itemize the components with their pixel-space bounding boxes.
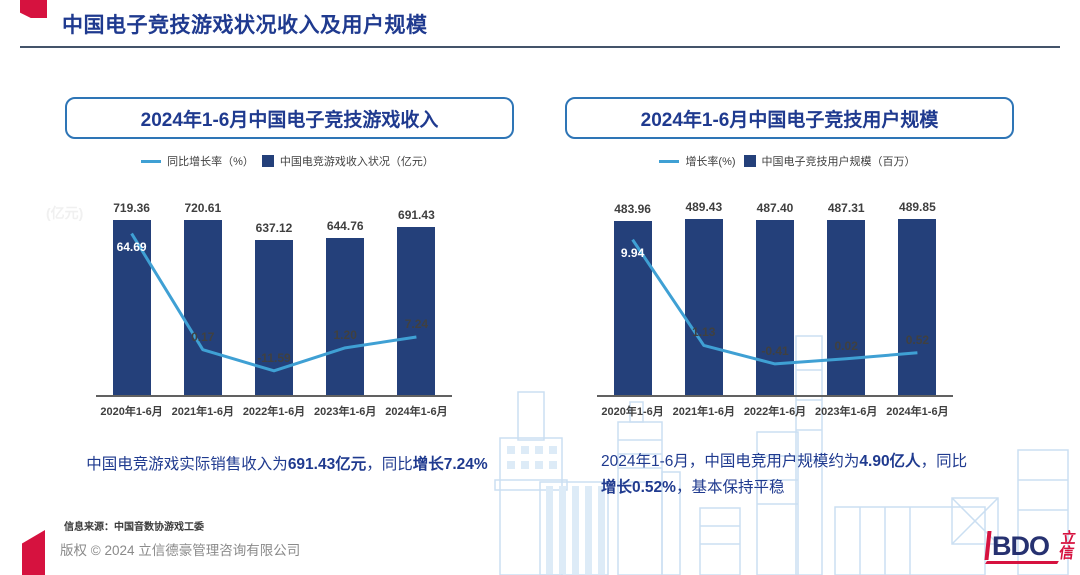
legend-item-growth-rate: 同比增长率（%） (141, 153, 254, 169)
summary-segment: ，同比 (366, 456, 413, 473)
bar-value-label: 720.61 (184, 200, 222, 215)
users-chart-legend: 增长率(%) 中国电子竞技用户规模（百万） (565, 153, 1010, 169)
bar (827, 219, 866, 395)
summary-highlight: 4.90亿人 (859, 453, 921, 470)
summary-segment: 2024年1-6月，中国电竞用户规模约为 (601, 453, 860, 470)
category-label: 2022年1-6月 (743, 406, 807, 418)
line-value-label: 7.24 (404, 316, 429, 331)
legend-label: 中国电子竞技用户规模（百万） (761, 156, 916, 168)
bar-value-label: 691.43 (398, 207, 435, 222)
revenue-panel-title: 2024年1-6月中国电子竞技游戏收入 (65, 97, 514, 139)
bar (326, 238, 365, 395)
bdo-logo: BDO 立 信 (984, 529, 1078, 564)
summary-segment: ，基本保持平稳 (675, 479, 785, 496)
logo-red-underline (985, 561, 1059, 564)
category-label: 2020年1-6月 (601, 406, 664, 418)
bar-value-label: 487.40 (756, 200, 794, 215)
users-summary-text: 2024年1-6月，中国电竞用户规模约为4.90亿人，同比 增长0.52%，基本保… (601, 449, 1063, 501)
line-value-label: 0.17 (191, 329, 215, 344)
logo-red-bar (984, 531, 992, 560)
bdo-wordmark: BDO (984, 531, 1059, 564)
category-label: 2021年1-6月 (672, 406, 735, 418)
copyright-text: 版权 © 2024 立信德豪管理咨询有限公司 (60, 543, 301, 558)
title-divider (20, 46, 1060, 48)
logo-cn-characters: 立 信 (1057, 529, 1078, 562)
bar (255, 240, 293, 395)
bar (684, 218, 723, 395)
line-value-label: 1.20 (333, 327, 357, 342)
red-corner-accent (20, 0, 47, 18)
bar-value-label: 489.85 (899, 199, 936, 214)
summary-line: 2024年1-6月，中国电竞用户规模约为4.90亿人，同比 (601, 449, 1063, 475)
red-bottom-accent (22, 530, 45, 575)
bar-value-label: 487.31 (827, 200, 865, 215)
line-value-label: 64.69 (116, 239, 147, 254)
legend-item-growth-rate: 增长率(%) (659, 153, 736, 169)
bar (756, 219, 794, 395)
revenue-summary-text: 中国电竞游戏实际销售收入为691.43亿元，同比增长7.24% (52, 452, 522, 478)
users-panel-title: 2024年1-6月中国电子竞技用户规模 (565, 97, 1014, 139)
summary-highlight: 691.43亿元 (287, 456, 367, 473)
unit-watermark: (亿元) (46, 205, 84, 221)
summary-highlight: 增长0.52% (601, 479, 676, 496)
users-chart-plot: 483.96 9.94 2020年1-6月 489.43 1.13 2021年1-6月 48… (597, 200, 953, 418)
bar-legend-swatch (261, 155, 274, 167)
bar-value-label: 489.43 (685, 199, 723, 214)
bar-legend-swatch (743, 155, 756, 167)
revenue-chart-legend: 同比增长率（%） 中国电竞游戏收入状况（亿元） (65, 153, 510, 169)
line-value-label: 9.94 (620, 245, 645, 260)
bar (613, 220, 652, 395)
bar-value-label: 483.96 (614, 201, 651, 216)
bar (183, 219, 222, 395)
summary-highlight: 增长7.24% (412, 456, 488, 473)
category-label: 2021年1-6月 (171, 406, 234, 418)
summary-line: 增长0.52%，基本保持平稳 (601, 475, 1063, 501)
category-label: 2023年1-6月 (815, 406, 878, 418)
logo-bdo-text: BDO (992, 531, 1050, 561)
legend-item-revenue: 中国电竞游戏收入状况（亿元） (261, 153, 434, 169)
source-note: 信息来源：中国音数协游戏工委 (64, 522, 204, 533)
summary-line: 中国电竞游戏实际销售收入为691.43亿元，同比增长7.24% (52, 452, 522, 478)
line-legend-swatch (141, 159, 162, 163)
bar (397, 226, 436, 395)
bar (112, 220, 151, 395)
revenue-chart-plot: 719.36 64.69 2020年1-6月 720.61 0.17 2021年1-6月 6… (96, 201, 452, 418)
bar-value-label: 719.36 (113, 201, 150, 216)
category-label: 2022年1-6月 (242, 406, 306, 418)
category-label: 2020年1-6月 (100, 406, 163, 418)
page-title: 中国电子竞技游戏状况收入及用户规模 (62, 14, 428, 37)
bar-value-label: 637.12 (255, 221, 293, 236)
growth-line (631, 238, 918, 366)
line-value-label: 0.02 (834, 338, 858, 353)
legend-label: 同比增长率（%） (167, 156, 254, 168)
summary-segment: ，同比 (920, 453, 968, 470)
summary-segment: 中国电竞游戏实际销售收入为 (86, 456, 288, 473)
category-label: 2024年1-6月 (886, 406, 949, 418)
bar (898, 218, 937, 395)
line-value-label: -0.41 (761, 343, 789, 358)
category-label: 2023年1-6月 (314, 406, 377, 418)
bar-value-label: 644.76 (326, 219, 364, 234)
line-value-label: 0.52 (905, 332, 930, 347)
line-value-label: 1.13 (692, 325, 716, 340)
line-legend-swatch (659, 159, 680, 163)
legend-item-user-scale: 中国电子竞技用户规模（百万） (743, 153, 916, 169)
legend-label: 中国电竞游戏收入状况（亿元） (279, 156, 434, 168)
category-label: 2024年1-6月 (385, 406, 448, 418)
legend-label: 增长率(%) (685, 156, 736, 168)
line-value-label: -11.59 (257, 350, 291, 365)
growth-line (130, 232, 417, 373)
city-skyline-graphic (494, 335, 1069, 575)
logo-cn-bottom: 信 (1057, 544, 1076, 562)
